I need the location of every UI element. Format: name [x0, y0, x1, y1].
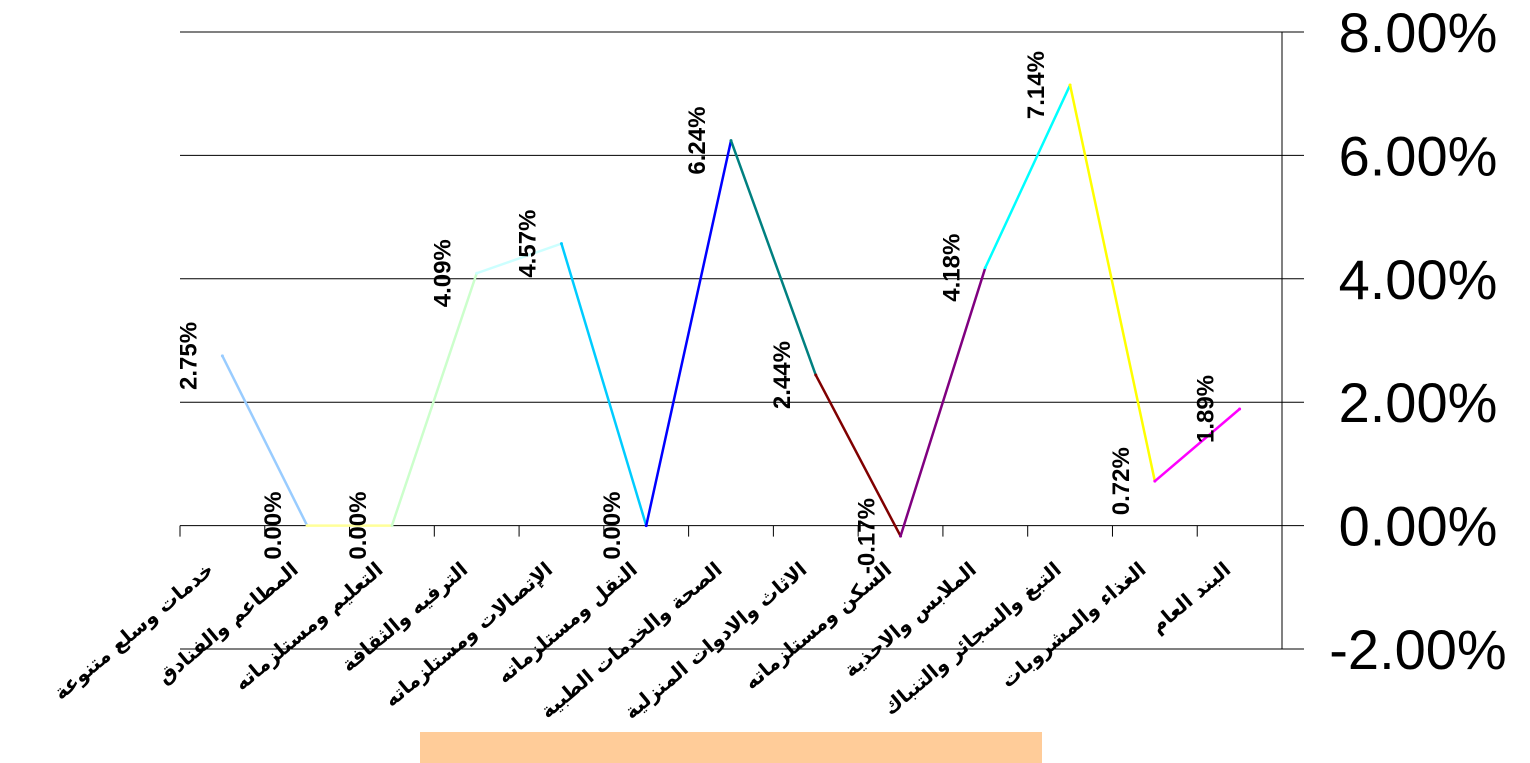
series-segment: [1153, 407, 1241, 483]
data-label: 7.14%: [1023, 51, 1050, 119]
x-category-label: السكن ومستلزماته: [739, 557, 896, 694]
data-label: 2.44%: [769, 341, 796, 409]
x-category-label: خدمات وسلع متنوعة: [49, 557, 218, 704]
series-segment: [984, 83, 1072, 269]
data-point: [899, 534, 903, 538]
data-point: [390, 524, 394, 528]
data-label: 6.24%: [684, 107, 711, 175]
data-point: [305, 524, 309, 528]
data-label: 0.00%: [260, 492, 287, 560]
data-label: 4.18%: [938, 234, 965, 302]
data-label: 1.89%: [1193, 375, 1220, 443]
series-segment: [814, 373, 902, 538]
y-tick-label: -2.00%: [1329, 618, 1506, 681]
series-segment: [644, 139, 733, 527]
y-tick-label: 6.00%: [1339, 124, 1498, 187]
data-point: [1068, 83, 1072, 87]
data-label: 4.09%: [430, 239, 457, 307]
series-segment: [729, 139, 818, 377]
x-category-label: النقل ومستلزماته: [492, 557, 642, 688]
series-segment: [899, 266, 987, 538]
y-tick-label: 8.00%: [1339, 1, 1498, 64]
chart-caption-box: [420, 732, 1042, 763]
data-point: [983, 266, 987, 270]
series-segment: [1068, 83, 1157, 483]
data-point: [559, 242, 563, 246]
y-tick-label: 2.00%: [1339, 371, 1498, 434]
data-label: -0.17%: [854, 498, 881, 574]
data-label: 4.57%: [514, 210, 541, 278]
x-category-label: الإتصالات ومستلزماته: [379, 557, 557, 712]
x-category-label: البند العام: [1145, 557, 1235, 638]
data-point: [220, 354, 224, 358]
data-point: [814, 373, 818, 377]
series-segment: [475, 242, 563, 275]
data-label: 0.00%: [599, 492, 626, 560]
series-segment: [560, 242, 648, 527]
data-point: [729, 139, 733, 143]
data-point: [644, 524, 648, 528]
y-tick-label: 0.00%: [1339, 495, 1498, 558]
data-point: [1153, 479, 1157, 483]
x-category-label: التعليم ومستلزماته: [229, 557, 387, 695]
data-point: [1238, 407, 1242, 411]
x-category-label: الغذاء والمشروبات: [996, 557, 1151, 692]
data-label: 2.75%: [175, 322, 202, 390]
x-category-label: المطاعم والفنادق: [152, 557, 302, 689]
data-label: 0.00%: [345, 492, 372, 560]
y-tick-label: 4.00%: [1339, 248, 1498, 311]
data-point: [475, 271, 479, 275]
data-label: 0.72%: [1108, 447, 1135, 515]
series-segment: [221, 354, 309, 527]
series-segment: [390, 271, 478, 527]
